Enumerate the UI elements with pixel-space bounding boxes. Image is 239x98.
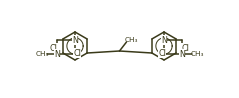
Text: Cl: Cl [73, 49, 81, 58]
Text: Cl: Cl [181, 44, 189, 53]
Text: CH₃: CH₃ [125, 37, 138, 43]
Text: Cl: Cl [50, 44, 58, 53]
Text: N: N [161, 35, 167, 44]
Text: Cl: Cl [158, 49, 166, 58]
Text: N: N [54, 49, 60, 59]
Text: N: N [179, 49, 185, 59]
Text: CH₃: CH₃ [190, 51, 204, 57]
Text: CH₃: CH₃ [35, 51, 49, 57]
Text: N: N [72, 35, 78, 44]
